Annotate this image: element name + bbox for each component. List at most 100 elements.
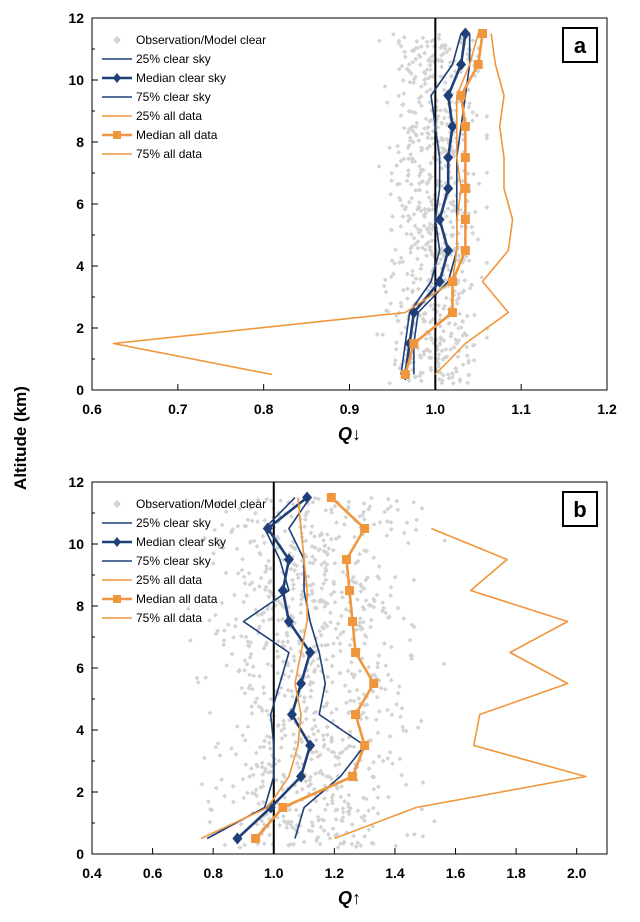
observation-point — [268, 578, 273, 584]
observation-point — [383, 289, 389, 295]
x-tick-label: 0.7 — [168, 401, 188, 417]
observation-point — [334, 520, 339, 525]
observation-point — [236, 667, 242, 673]
observation-point — [423, 242, 429, 247]
observation-point — [370, 774, 375, 780]
observation-point — [268, 696, 274, 702]
observation-point — [268, 717, 273, 722]
observation-point — [275, 670, 281, 676]
observation-point — [461, 288, 466, 294]
observation-point — [441, 338, 447, 343]
legend-label: 75% all data — [136, 147, 202, 161]
observation-point — [414, 256, 420, 262]
observation-point — [319, 532, 325, 538]
observation-point — [456, 98, 462, 104]
observation-point — [254, 696, 260, 702]
observation-point — [215, 740, 221, 746]
observation-point — [257, 744, 263, 750]
y-tick-label: 8 — [76, 598, 84, 614]
observation-point — [410, 272, 415, 278]
observation-point — [456, 291, 462, 297]
observation-point — [338, 613, 344, 619]
observation-point — [340, 737, 346, 743]
observation-point — [441, 87, 447, 93]
observation-point — [406, 142, 412, 148]
observation-point — [434, 98, 440, 103]
observation-point — [441, 661, 447, 667]
observation-point — [329, 509, 335, 515]
y-tick-label: 4 — [76, 722, 84, 738]
observation-point — [265, 824, 271, 830]
observation-point — [464, 313, 470, 319]
observation-point — [471, 357, 477, 363]
observation-point — [333, 807, 338, 813]
observation-point — [388, 519, 394, 525]
observation-point — [233, 616, 239, 622]
observation-point — [393, 247, 398, 253]
observation-point — [456, 295, 462, 301]
observation-point — [352, 534, 357, 540]
observation-point — [426, 75, 431, 81]
observation-point — [297, 755, 303, 760]
observation-point — [321, 626, 327, 631]
plot-frame — [91, 17, 608, 391]
observation-point — [274, 648, 280, 654]
observation-point — [457, 377, 463, 382]
observation-point — [376, 784, 381, 790]
observation-point — [249, 711, 255, 716]
observation-point — [362, 548, 367, 554]
observation-point — [244, 790, 250, 796]
observation-point — [411, 211, 417, 217]
observation-point — [434, 357, 440, 363]
observation-point — [443, 163, 449, 169]
legend-marker — [113, 595, 121, 603]
observation-point — [264, 566, 270, 572]
observation-point — [406, 108, 412, 114]
observation-point — [420, 833, 426, 839]
observation-point — [322, 572, 327, 578]
observation-point — [448, 219, 454, 225]
observation-point — [357, 551, 363, 557]
observation-point — [255, 497, 261, 503]
observation-point — [436, 352, 442, 357]
observation-point — [419, 148, 424, 153]
observation-point — [325, 746, 331, 752]
series-point-4 — [460, 122, 470, 131]
observation-point — [464, 353, 470, 359]
observation-point — [353, 844, 359, 850]
observation-point — [291, 732, 296, 737]
observation-point — [194, 675, 200, 681]
observation-point — [440, 146, 446, 151]
observation-point — [406, 199, 412, 205]
observation-point — [334, 832, 340, 837]
observation-point — [249, 704, 255, 709]
observation-point — [410, 268, 415, 274]
observation-point — [281, 813, 286, 819]
observation-point — [296, 641, 302, 646]
observation-point — [374, 331, 380, 337]
observation-point — [309, 757, 314, 762]
observation-point — [260, 799, 266, 805]
observation-point — [390, 214, 395, 219]
observation-point — [397, 756, 403, 762]
observation-point — [310, 591, 315, 596]
observation-point — [301, 699, 307, 705]
x-tick-label: 1.8 — [506, 865, 526, 881]
observation-point — [291, 582, 296, 587]
observation-point — [389, 712, 395, 718]
observation-point — [333, 762, 338, 768]
observation-point — [322, 543, 328, 548]
observation-point — [466, 358, 472, 364]
observation-point — [393, 843, 399, 849]
observation-point — [259, 760, 265, 766]
observation-point — [219, 522, 225, 528]
observation-point — [419, 179, 425, 185]
observation-point — [337, 751, 343, 756]
observation-point — [437, 108, 443, 113]
observation-point — [309, 828, 315, 834]
series-point-4 — [348, 772, 358, 781]
observation-point — [298, 610, 304, 616]
series-point-4 — [360, 524, 370, 533]
series-point-4 — [456, 91, 466, 100]
observation-point — [331, 641, 337, 646]
